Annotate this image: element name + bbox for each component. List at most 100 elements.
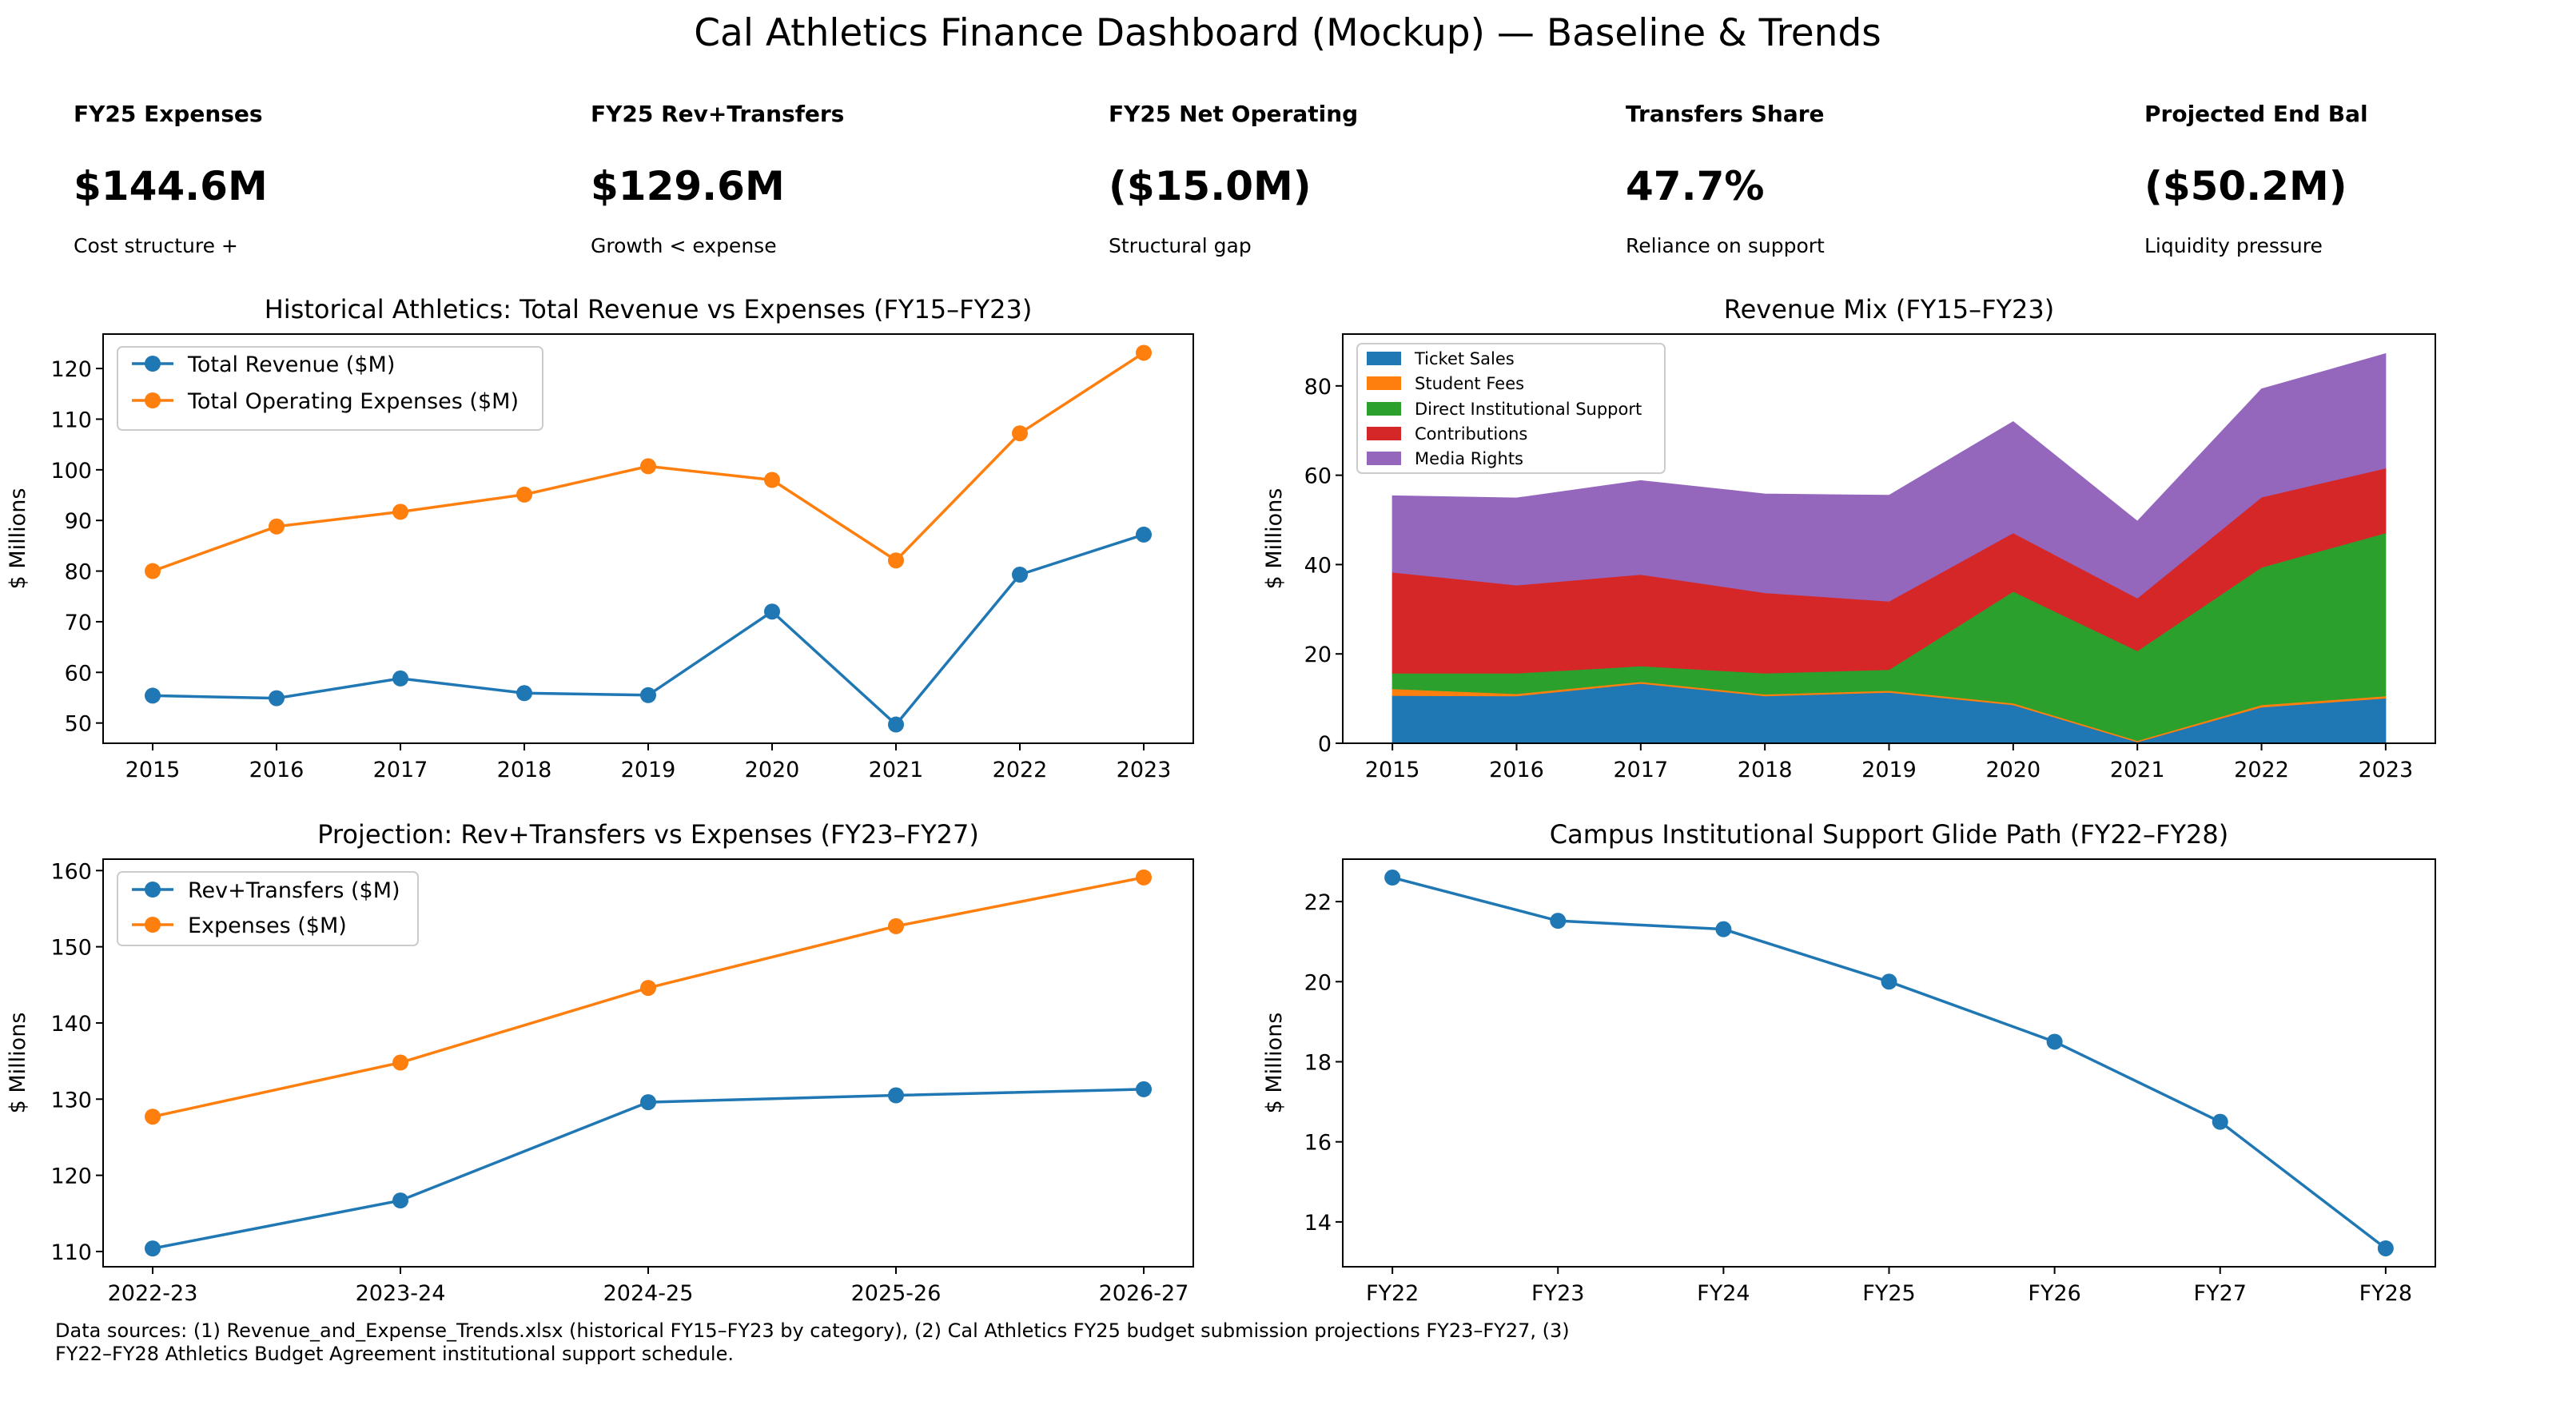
x-tick-label: 2021 [869,758,924,782]
data-point [392,1192,408,1209]
legend-swatch [1367,376,1401,390]
kpi-card-rev-transfers: FY25 Rev+Transfers $129.6M Growth < expe… [591,101,844,257]
y-tick-label: 110 [50,408,92,432]
footnote-line-2: FY22–FY28 Athletics Budget Agreement ins… [55,1343,734,1365]
y-axis-label: $ Millions [1262,488,1287,590]
x-tick-label: FY25 [1862,1281,1915,1306]
dashboard-title: Cal Athletics Finance Dashboard (Mockup)… [694,11,1881,55]
data-point [640,687,656,703]
data-point [640,1094,656,1111]
data-point [145,563,161,579]
plot-frame [1342,858,2436,1268]
legend-swatch [1367,402,1401,416]
x-tick-label: 2024-25 [603,1281,694,1306]
legend-label: Contributions [1415,424,1527,444]
legend: Ticket Sales Student Fees Direct Instituti… [1356,343,1666,474]
legend-marker [145,917,161,933]
x-tick-label: FY26 [2028,1281,2080,1306]
kpi-card-net-operating: FY25 Net Operating ($15.0M) Structural g… [1109,101,1358,257]
data-point [145,1240,161,1257]
data-point [764,603,780,620]
x-tick-label: 2018 [1738,758,1793,782]
kpi-label: Projected End Bal [2144,101,2368,127]
kpi-card-projected-end-balance: Projected End Bal ($50.2M) Liquidity pre… [2144,101,2368,257]
x-tick-label: 2022 [993,758,1048,782]
x-tick-label: FY24 [1697,1281,1750,1306]
chart-0: Historical Athletics: Total Revenue vs E… [6,294,1194,782]
x-tick-label: 2023-24 [356,1281,446,1306]
x-tick-label: 2021 [2110,758,2165,782]
y-tick-label: 140 [50,1012,92,1037]
x-tick-label: 2017 [1613,758,1668,782]
legend-label: Direct Institutional Support [1415,400,1642,419]
y-tick-label: 40 [1304,553,1332,578]
kpi-note: Liquidity pressure [2144,234,2323,257]
area-media-rights [1392,352,2387,602]
kpi-label: FY25 Net Operating [1109,101,1358,127]
data-point [2377,1240,2394,1256]
x-tick-label: 2016 [249,758,305,782]
y-tick-label: 80 [65,560,92,585]
data-point [1136,344,1152,361]
data-point [888,716,904,733]
chart-title: Revenue Mix (FY15–FY23) [1724,294,2054,324]
x-tick-label: 2023 [2359,758,2414,782]
x-tick-label: FY27 [2194,1281,2247,1306]
x-tick-label: 2023 [1117,758,1172,782]
kpi-label: FY25 Expenses [74,101,263,127]
data-point [145,687,161,704]
data-point [1881,973,1897,990]
data-point [1715,921,1732,937]
data-point [888,917,904,934]
legend-swatch [1367,427,1401,440]
data-point [392,670,408,687]
legend-marker [145,356,161,372]
y-tick-label: 160 [50,859,92,884]
data-point [1136,526,1152,543]
y-tick-label: 14 [1304,1211,1332,1236]
x-tick-label: FY22 [1366,1281,1419,1306]
data-point [392,1054,408,1071]
y-tick-label: 70 [65,611,92,635]
x-tick-label: 2020 [745,758,800,782]
y-tick-label: 20 [1304,643,1332,667]
data-point [640,458,656,475]
y-tick-label: 100 [50,459,92,484]
y-tick-label: 90 [65,509,92,534]
kpi-note: Structural gap [1109,234,1252,257]
data-point [145,1109,161,1125]
y-tick-label: 120 [50,1164,92,1189]
y-axis-label: $ Millions [1262,1013,1287,1114]
kpi-value: $144.6M [74,163,268,209]
chart-1: Revenue Mix (FY15–FY23) $ Millions 2015 201… [1262,294,2436,782]
x-tick-label: FY28 [2359,1281,2412,1306]
data-point [2046,1033,2063,1050]
chart-title: Campus Institutional Support Glide Path … [1550,819,2228,850]
data-point [516,685,532,702]
y-tick-label: 110 [50,1240,92,1265]
legend-label: Rev+Transfers ($M) [188,878,400,903]
kpi-value: ($15.0M) [1109,163,1312,209]
data-point [269,518,285,535]
chart-title: Projection: Rev+Transfers vs Expenses (F… [317,819,979,850]
x-tick-label: FY23 [1531,1281,1584,1306]
series-line-0 [1392,876,2387,1250]
kpi-label: FY25 Rev+Transfers [591,101,844,127]
x-tick-label: 2019 [621,758,676,782]
kpi-value: 47.7% [1626,163,1764,209]
y-axis-label: $ Millions [6,1013,30,1114]
legend-box [1356,343,1666,474]
legend-label: Student Fees [1415,374,1524,393]
x-tick-label: 2020 [1985,758,2040,782]
y-tick-label: 16 [1304,1131,1332,1156]
kpi-card-transfers-share: Transfers Share 47.7% Reliance on suppor… [1626,101,1825,257]
x-tick-label: 2025-26 [851,1281,942,1306]
x-tick-label: 2022 [2234,758,2289,782]
legend: Total Revenue ($M) Total Operating Expens… [117,346,543,431]
data-point [1550,913,1567,929]
y-tick-label: 130 [50,1088,92,1112]
y-axis-label: $ Millions [6,488,30,590]
x-tick-label: 2018 [497,758,552,782]
y-tick-label: 50 [65,712,92,737]
data-point [516,486,532,503]
